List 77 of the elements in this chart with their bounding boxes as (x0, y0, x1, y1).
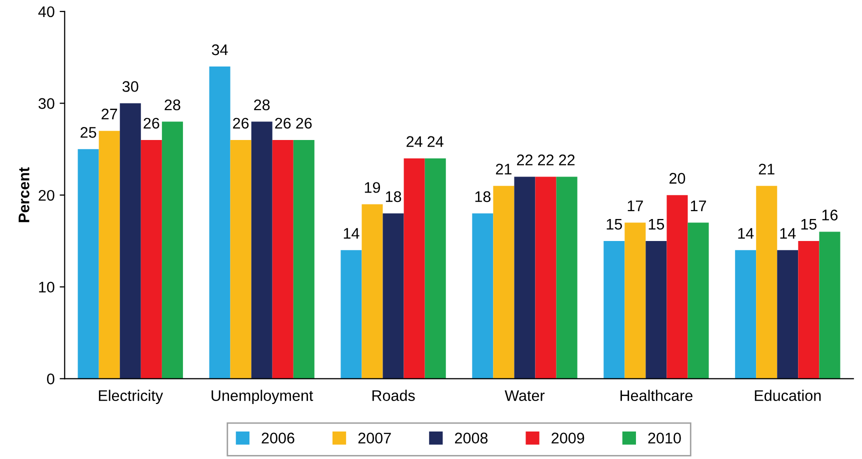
bar (777, 250, 798, 379)
x-tick-label: Healthcare (620, 390, 692, 402)
data-label: 14 (780, 228, 796, 239)
data-label: 25 (80, 127, 96, 138)
bar (162, 122, 183, 379)
data-label: 28 (254, 99, 270, 110)
data-label: 19 (364, 182, 380, 193)
data-label: 22 (538, 154, 554, 166)
legend-label: 2008 (455, 432, 488, 444)
data-label: 18 (475, 191, 491, 202)
bar (120, 103, 141, 379)
bar (382, 213, 404, 379)
legend-label: 2006 (262, 432, 294, 444)
y-tick-label: 30 (38, 98, 54, 109)
data-label: 17 (690, 200, 706, 212)
data-label: 27 (102, 108, 118, 120)
legend-label: 2010 (648, 432, 681, 444)
bar (340, 250, 362, 379)
bar (514, 176, 536, 379)
y-tick-label: 40 (38, 6, 54, 18)
bar (404, 158, 425, 379)
data-label: 16 (822, 210, 838, 220)
bar (688, 222, 709, 379)
bar (362, 204, 383, 379)
x-tick-label: Water (504, 390, 545, 402)
bar (819, 232, 840, 379)
bar (78, 149, 99, 379)
data-label: 14 (738, 228, 754, 239)
bar (209, 66, 230, 379)
data-label: 22 (559, 154, 575, 166)
bar (251, 122, 272, 379)
data-label: 26 (296, 118, 312, 129)
y-tick-label: 20 (38, 190, 54, 201)
bar (230, 140, 252, 379)
bar (735, 250, 756, 379)
data-label: 24 (406, 136, 422, 147)
data-label: 15 (648, 218, 664, 230)
data-label: 21 (758, 164, 774, 174)
bar (98, 130, 120, 379)
y-tick-label: 10 (39, 282, 54, 293)
data-label: 17 (628, 200, 643, 212)
data-label: 26 (233, 118, 249, 129)
data-label: 26 (144, 118, 160, 129)
bar (556, 176, 578, 379)
bar (604, 240, 625, 379)
legend-label: 2009 (552, 432, 584, 444)
bar (424, 158, 446, 379)
data-label: 21 (496, 164, 512, 174)
bar (798, 240, 820, 379)
bar (666, 195, 688, 379)
bar (624, 222, 646, 379)
y-tick-label: 0 (47, 374, 54, 384)
x-tick-label: Electricity (98, 390, 164, 404)
bar (472, 213, 494, 379)
x-tick-label: Roads (372, 390, 415, 402)
bar (493, 186, 514, 379)
bar (272, 140, 294, 379)
data-label: 18 (386, 191, 402, 202)
data-label: 15 (801, 218, 817, 230)
x-tick-label: Education (754, 390, 821, 402)
bar (140, 140, 162, 379)
y-axis-title: Percent (18, 167, 30, 222)
data-label: 15 (606, 218, 622, 230)
bar (293, 140, 314, 379)
data-label: 24 (428, 136, 444, 147)
data-label: 22 (517, 154, 532, 166)
data-label: 26 (275, 118, 291, 129)
data-label: 20 (670, 172, 686, 184)
data-label: 14 (344, 228, 360, 239)
data-label: 30 (122, 81, 138, 92)
bar (646, 240, 667, 379)
bar (756, 186, 778, 379)
data-label: 28 (164, 99, 180, 110)
x-tick-label: Unemployment (212, 390, 314, 404)
bar (535, 176, 556, 379)
legend-label: 2007 (358, 432, 391, 444)
data-label: 34 (212, 44, 228, 56)
